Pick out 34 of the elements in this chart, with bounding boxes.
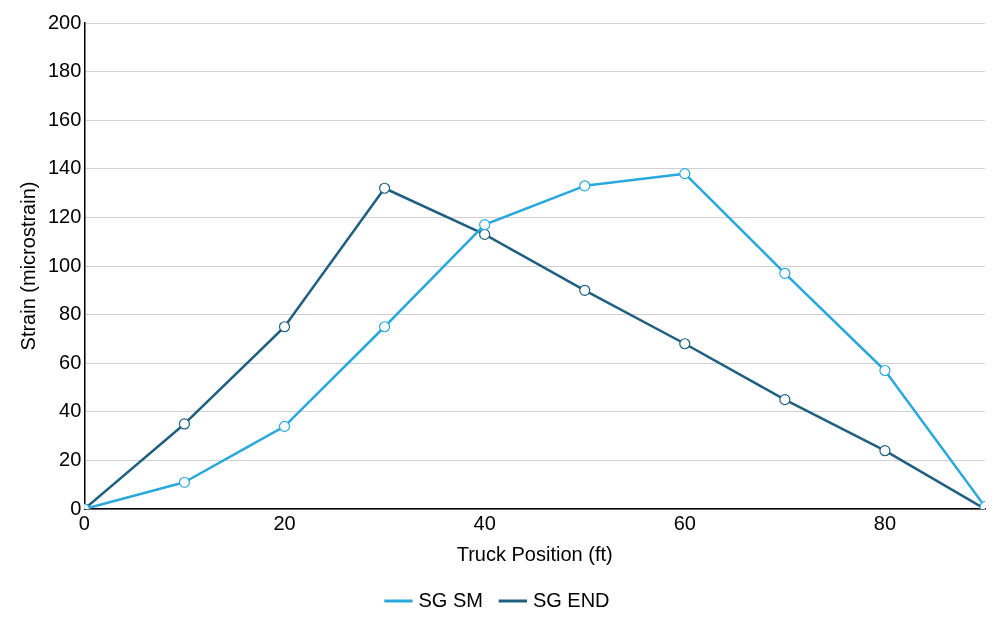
legend-label: SG END: [532, 588, 610, 611]
y-tick-label: 60: [59, 350, 82, 373]
x-tick-label: 60: [673, 511, 696, 534]
y-tick-label: 40: [59, 399, 82, 422]
x-tick-label: 40: [473, 511, 496, 534]
y-tick-label: 160: [47, 107, 82, 130]
y-tick-label: 120: [47, 204, 82, 227]
point: [679, 338, 691, 350]
y-tick-label: 100: [47, 253, 82, 276]
point: [479, 228, 491, 241]
point: [378, 321, 391, 333]
point: [378, 182, 391, 194]
point: [479, 219, 491, 231]
point: [579, 180, 591, 192]
legend-label: SG SM: [418, 588, 483, 611]
point: [779, 394, 791, 406]
y-tick-label: 20: [59, 447, 82, 470]
point: [278, 420, 291, 432]
point: [779, 267, 791, 279]
point: [178, 476, 191, 488]
y-tick-label: 200: [47, 10, 82, 33]
point: [879, 364, 891, 377]
point: [278, 321, 291, 333]
point: [178, 418, 191, 430]
point: [679, 168, 691, 180]
x-tick-label: 20: [273, 511, 296, 534]
y-tick-label: 180: [47, 59, 82, 82]
x-axis-title: Truck Position (ft): [456, 542, 613, 565]
y-tick-label: 80: [59, 302, 82, 325]
point: [879, 445, 891, 457]
y-axis-title: Strain (microstrain): [16, 181, 39, 351]
x-tick-label: 80: [873, 511, 897, 534]
y-tick-label: 140: [47, 156, 82, 179]
point: [579, 284, 591, 296]
